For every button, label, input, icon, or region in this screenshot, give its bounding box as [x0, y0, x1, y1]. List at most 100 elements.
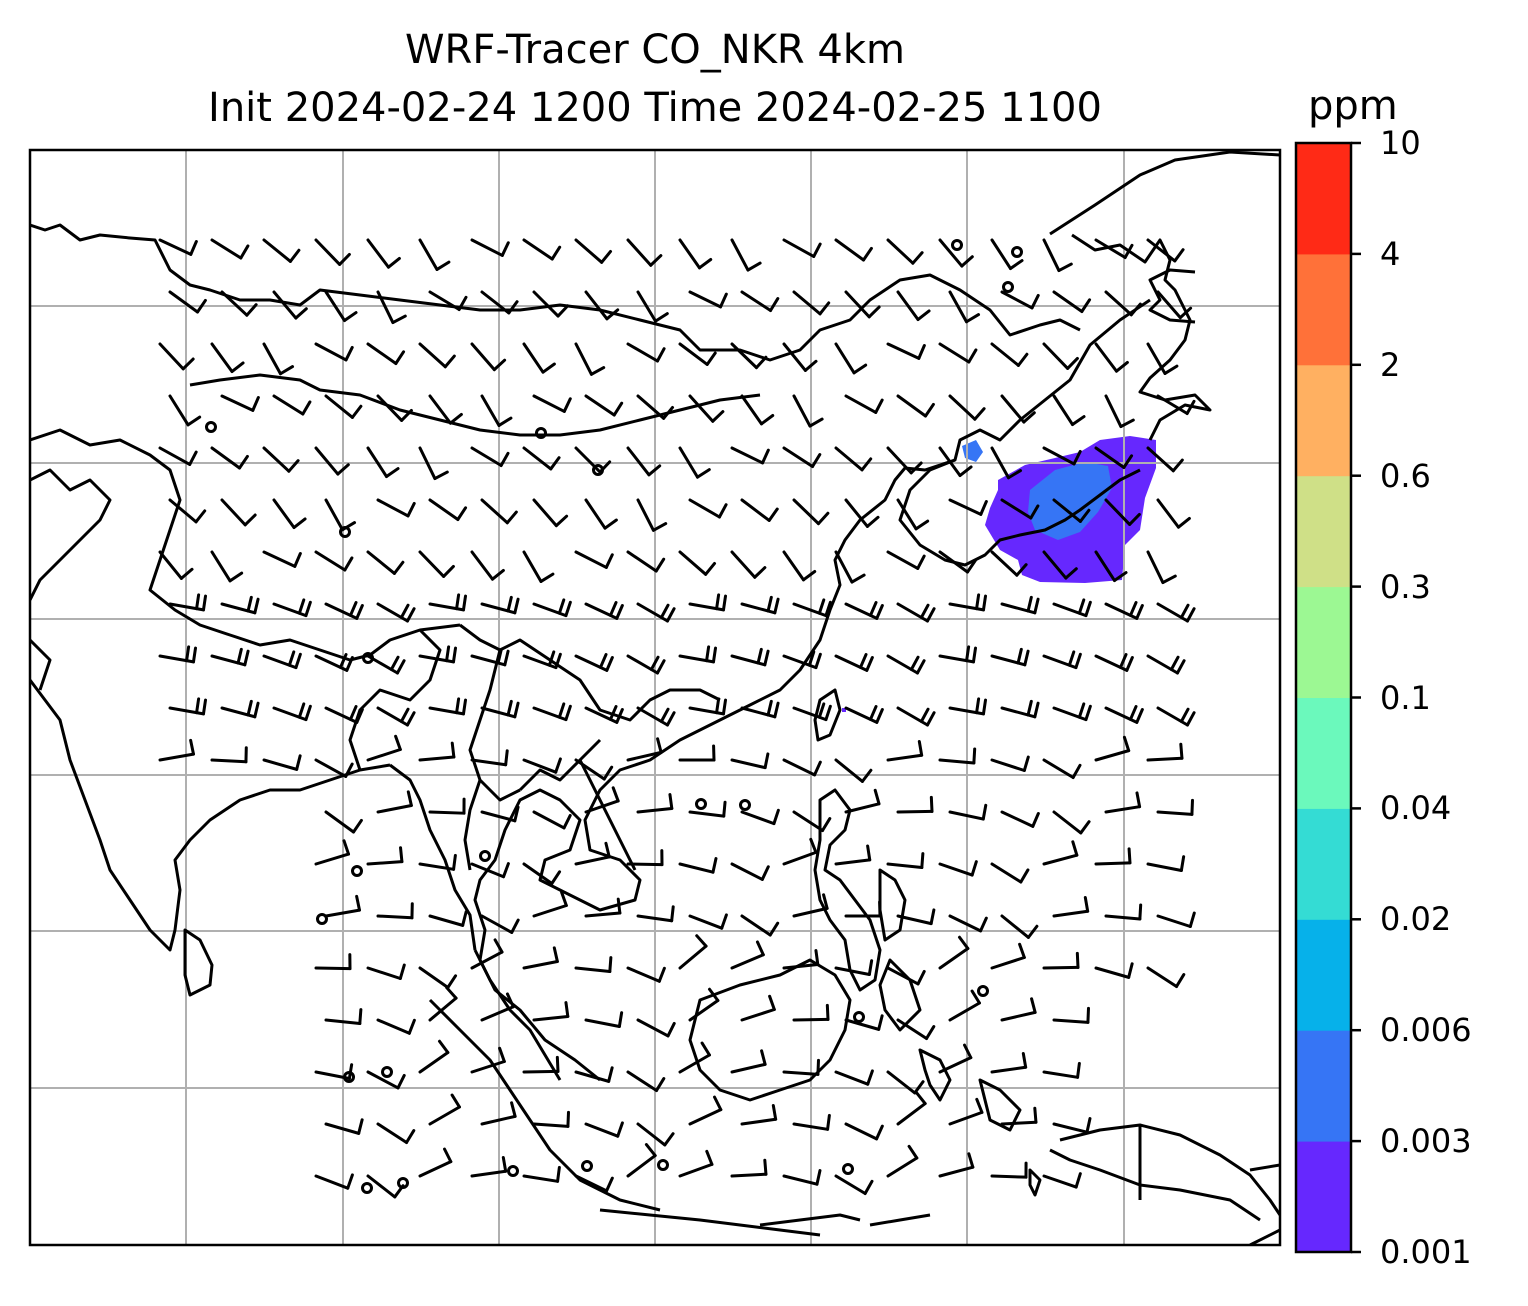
- calm-wind-circle-icon: [1011, 246, 1023, 258]
- wind-barb-icon: [938, 1043, 973, 1074]
- wind-barb-icon: [896, 290, 931, 322]
- colorbar-segment: [1296, 919, 1351, 1031]
- colorbar-tick-label: 0.3: [1380, 567, 1431, 606]
- wind-barb-icon: [740, 914, 780, 937]
- wind-barb-icon: [1094, 735, 1131, 762]
- wind-barb-icon: [1042, 1061, 1081, 1079]
- wind-barb-icon: [740, 808, 780, 826]
- wind-barb-icon: [480, 699, 520, 719]
- calm-wind-circle-icon: [951, 239, 963, 251]
- wind-barb-icon: [1156, 602, 1196, 623]
- wind-barb-icon: [1052, 895, 1090, 918]
- wind-barb-icon: [470, 749, 509, 767]
- wind-barb-icon: [584, 1011, 624, 1028]
- wind-barb-icon: [428, 910, 468, 927]
- colorbar-tick-label: 0.04: [1380, 789, 1452, 828]
- wind-barb-icon: [584, 705, 624, 724]
- wind-barbs: [158, 238, 1196, 1199]
- calm-wind-circle-icon: [205, 421, 217, 433]
- wind-barb-icon: [844, 788, 881, 814]
- wind-barb-icon: [376, 790, 413, 814]
- wind-barb-icon: [1042, 238, 1073, 273]
- wind-barb-icon: [782, 837, 818, 866]
- wind-barb-icon: [366, 963, 406, 981]
- wind-barb-icon: [1000, 914, 1039, 939]
- wind-barb-icon: [262, 446, 300, 473]
- wind-barb-icon: [1052, 290, 1092, 314]
- wind-barb-icon: [376, 602, 416, 623]
- wind-barb-icon: [1052, 498, 1091, 523]
- wind-barb-icon: [636, 602, 676, 623]
- wind-barb-icon: [886, 966, 926, 986]
- wind-barb-icon: [376, 1122, 416, 1145]
- wind-barb-icon: [1146, 742, 1184, 762]
- wind-barb-icon: [418, 853, 457, 871]
- wind-barb-icon: [896, 602, 936, 623]
- wind-barb-icon: [366, 550, 405, 575]
- wind-barb-icon: [990, 1161, 1028, 1179]
- calm-wind-circle-icon: [592, 464, 604, 476]
- wind-barb-icon: [1000, 498, 1040, 520]
- wind-barb-icon: [418, 550, 455, 578]
- colorbar-segment: [1296, 808, 1351, 920]
- wind-barb-icon: [626, 1143, 657, 1178]
- wind-barb-icon: [1156, 290, 1193, 320]
- wind-barb-icon: [626, 238, 663, 267]
- wind-barb-icon: [470, 862, 510, 879]
- wind-barb-icon: [366, 734, 402, 762]
- wind-barb-icon: [688, 593, 728, 612]
- wind-barb-icon: [678, 645, 718, 664]
- wind-barb-icon: [272, 598, 312, 618]
- wind-barb-icon: [938, 238, 974, 268]
- wind-barb-icon: [314, 238, 351, 266]
- wind-barb-icon: [366, 1174, 405, 1199]
- wind-barb-icon: [938, 860, 978, 877]
- wind-barb-icon: [480, 1101, 517, 1126]
- wind-barb-icon: [886, 654, 926, 675]
- wind-barb-icon: [886, 1144, 919, 1178]
- wind-barb-icon: [990, 446, 1023, 480]
- wind-barb-icon: [220, 595, 260, 615]
- wind-barb-icon: [740, 994, 776, 1022]
- wind-barb-icon: [782, 650, 822, 670]
- wind-barb-icon: [626, 654, 666, 675]
- coastlines: [30, 150, 1280, 1245]
- calm-wind-circle-icon: [343, 1071, 355, 1083]
- wind-barb-icon: [366, 446, 400, 479]
- calm-wind-circle-icon: [1002, 281, 1014, 293]
- wind-barb-icon: [314, 1173, 354, 1190]
- calm-wind-circle-icon: [695, 798, 707, 810]
- wind-barb-icon: [158, 550, 194, 580]
- wind-barb-icon: [480, 595, 520, 615]
- wind-barb-icon: [262, 754, 302, 771]
- wind-barb-icon: [376, 290, 407, 325]
- wind-barb-icon: [262, 550, 302, 568]
- wind-barb-icon: [688, 1095, 723, 1126]
- wind-barb-icon: [532, 394, 572, 413]
- wind-barb-icon: [834, 550, 866, 584]
- wind-barb-icon: [636, 905, 675, 923]
- wind-barb-icon: [584, 786, 620, 814]
- wind-barb-icon: [532, 598, 572, 618]
- wind-barb-icon: [844, 498, 880, 528]
- wind-barb-icon: [210, 746, 248, 764]
- wind-barb-icon: [418, 1147, 453, 1178]
- wind-barb-icon: [1094, 550, 1128, 583]
- wind-barb-icon: [1052, 810, 1091, 835]
- wind-barb-icon: [990, 755, 1030, 773]
- wind-barb-icon: [272, 394, 312, 416]
- wind-barb-icon: [522, 650, 562, 670]
- wind-barb-icon: [730, 1049, 767, 1074]
- wind-barb-icon: [1052, 598, 1092, 618]
- wind-barb-icon: [470, 238, 510, 257]
- wind-barb-icon: [636, 1122, 675, 1147]
- map-subtitle: Init 2024-02-24 1200 Time 2024-02-25 110…: [208, 85, 1102, 131]
- wind-barb-icon: [938, 342, 978, 364]
- wind-barb-icon: [376, 498, 416, 518]
- wind-barb-icon: [324, 601, 364, 620]
- wind-barb-icon: [896, 1091, 927, 1126]
- wind-barb-icon: [792, 598, 832, 618]
- wind-barb-icon: [324, 1118, 364, 1135]
- wind-barb-icon: [626, 1070, 666, 1093]
- wind-barb-icon: [1000, 595, 1040, 615]
